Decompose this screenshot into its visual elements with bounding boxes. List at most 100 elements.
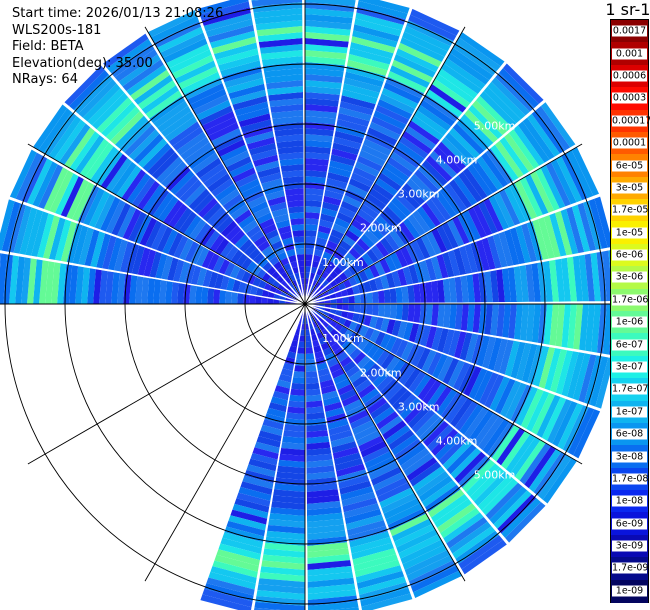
range-gate-cell bbox=[226, 277, 236, 292]
range-gate-cell bbox=[172, 126, 204, 151]
range-gate-cell bbox=[218, 258, 231, 275]
range-gate-cell bbox=[549, 259, 559, 302]
range-gate-cell bbox=[410, 240, 425, 262]
range-gate-cell bbox=[431, 280, 439, 303]
range-gate-cell bbox=[370, 244, 385, 261]
range-gate-cell bbox=[403, 322, 414, 341]
range-gate-cell bbox=[284, 188, 304, 196]
range-gate-cell bbox=[189, 285, 197, 304]
range-gate-cell bbox=[111, 272, 120, 304]
range-gate-cell bbox=[437, 141, 467, 171]
range-gate-cell bbox=[361, 252, 374, 267]
range-gate-cell bbox=[538, 217, 555, 259]
range-gate-cell bbox=[330, 255, 341, 266]
range-gate-cell bbox=[527, 113, 560, 157]
range-gate-cell bbox=[426, 198, 447, 224]
range-gate-cell bbox=[391, 270, 402, 288]
range-gate-cell bbox=[79, 138, 109, 177]
range-gate-cell bbox=[373, 110, 407, 130]
range-gate-cell bbox=[214, 42, 258, 60]
range-gate-cell bbox=[357, 355, 371, 370]
range-gate-cell bbox=[497, 494, 537, 534]
range-gate-cell bbox=[69, 131, 100, 171]
range-gate-cell bbox=[195, 285, 203, 304]
range-gate-cell bbox=[551, 159, 577, 205]
range-gate-cell bbox=[309, 316, 315, 323]
range-gate-cell bbox=[377, 482, 411, 503]
range-gate-cell bbox=[391, 196, 412, 217]
range-gate-cell bbox=[342, 304, 349, 312]
range-gate-cell bbox=[354, 304, 361, 314]
range-gate-cell bbox=[543, 260, 553, 302]
range-gate-cell bbox=[291, 224, 305, 232]
range-gate-cell bbox=[232, 95, 268, 111]
range-gate-cell bbox=[323, 307, 331, 313]
range-gate-cell bbox=[294, 293, 300, 299]
range-gate-cell bbox=[256, 26, 303, 37]
range-gate-cell bbox=[329, 429, 353, 442]
range-gate-cell bbox=[487, 337, 502, 371]
range-gate-cell bbox=[410, 173, 435, 198]
range-gate-cell bbox=[100, 196, 121, 232]
colorbar-tick-label: 1e-06 bbox=[612, 316, 647, 328]
range-gate-cell bbox=[54, 219, 72, 261]
range-gate-cell bbox=[313, 248, 324, 257]
range-gate-cell bbox=[387, 201, 407, 221]
range-gate-cell bbox=[281, 237, 294, 246]
range-gate-cell bbox=[459, 332, 473, 361]
range-gate-cell bbox=[151, 152, 179, 180]
range-gate-cell bbox=[363, 280, 372, 293]
range-gate-cell bbox=[489, 376, 510, 412]
range-gate-cell bbox=[261, 178, 283, 190]
range-gate-cell bbox=[427, 383, 447, 409]
range-gate-cell bbox=[394, 362, 411, 382]
range-gate-cell bbox=[395, 304, 403, 321]
range-gate-cell bbox=[220, 537, 262, 555]
range-gate-cell bbox=[482, 336, 497, 369]
range-gate-cell bbox=[377, 290, 385, 304]
range-gate-cell bbox=[295, 248, 305, 255]
range-gate-cell bbox=[384, 162, 410, 182]
range-gate-cell bbox=[357, 208, 375, 224]
range-gate-cell bbox=[320, 287, 328, 294]
range-gate-cell bbox=[33, 259, 43, 304]
range-gate-cell bbox=[476, 239, 490, 271]
elevation-text: Elevation(deg): 35.00 bbox=[12, 55, 153, 71]
range-gate-cell bbox=[315, 281, 322, 289]
range-gate-cell bbox=[422, 160, 448, 186]
range-gate-cell bbox=[119, 120, 152, 153]
range-gate-cell bbox=[351, 36, 396, 54]
range-gate-cell bbox=[468, 410, 494, 443]
range-gate-cell bbox=[366, 193, 387, 210]
range-gate-cell bbox=[307, 560, 352, 570]
range-gate-cell bbox=[275, 134, 304, 143]
range-gate-cell bbox=[467, 207, 487, 238]
range-gate-cell bbox=[536, 106, 571, 151]
range-gate-cell bbox=[131, 176, 156, 207]
range-gate-cell bbox=[454, 276, 463, 303]
range-gate-cell bbox=[434, 498, 473, 528]
range-gate-cell bbox=[322, 201, 340, 212]
range-gate-cell bbox=[372, 370, 390, 388]
range-gate-cell bbox=[307, 518, 344, 528]
range-gate-cell bbox=[428, 489, 465, 518]
range-gate-cell bbox=[31, 211, 49, 257]
range-gate-cell bbox=[371, 347, 385, 363]
range-gate-cell bbox=[294, 242, 305, 249]
range-gate-cell bbox=[230, 89, 267, 105]
range-gate-cell bbox=[342, 234, 356, 247]
range-gate-cell bbox=[437, 503, 476, 534]
ray-separator bbox=[304, 11, 411, 305]
range-gate-cell bbox=[396, 529, 438, 554]
range-gate-cell bbox=[134, 74, 173, 105]
range-gate-cell bbox=[260, 424, 283, 436]
range-gate-cell bbox=[402, 31, 448, 57]
range-gate-cell bbox=[275, 275, 285, 284]
range-gate-cell bbox=[267, 195, 286, 207]
range-gate-cell bbox=[435, 432, 463, 461]
range-gate-cell bbox=[25, 209, 43, 256]
range-gate-cell bbox=[403, 452, 434, 477]
range-gate-cell bbox=[348, 224, 364, 238]
range-gate-cell bbox=[306, 501, 341, 510]
range-gate-cell bbox=[319, 213, 336, 223]
